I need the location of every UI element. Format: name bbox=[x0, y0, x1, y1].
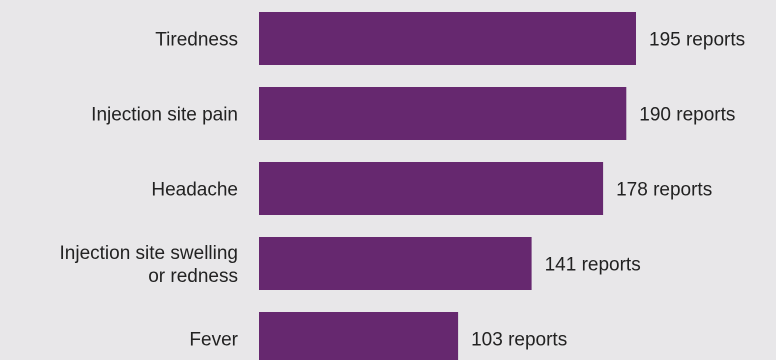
category-label-4: Fever bbox=[189, 330, 238, 351]
data-label-3: 141 reports bbox=[545, 255, 641, 276]
data-label-1: 190 reports bbox=[639, 105, 735, 126]
bar-2 bbox=[259, 162, 604, 215]
category-label-2: Headache bbox=[151, 180, 238, 201]
category-label-line: Injection site swelling bbox=[60, 243, 238, 264]
data-labels-group: 195 reports 190 reports 178 reports 141 rep… bbox=[471, 30, 745, 351]
data-label-4: 103 reports bbox=[471, 330, 567, 351]
bar-1 bbox=[259, 87, 627, 140]
bar-4 bbox=[259, 312, 459, 360]
category-label-1: Injection site pain bbox=[91, 105, 238, 126]
category-label-line: Headache bbox=[151, 180, 238, 201]
data-label-0: 195 reports bbox=[649, 30, 745, 51]
category-label-3: Injection site swelling or redness bbox=[60, 243, 238, 287]
category-label-line: or redness bbox=[148, 266, 238, 287]
data-label-2: 178 reports bbox=[616, 180, 712, 201]
category-label-line: Tiredness bbox=[155, 30, 238, 51]
bar-0 bbox=[259, 12, 636, 65]
bar-3 bbox=[259, 237, 532, 290]
category-label-0: Tiredness bbox=[155, 30, 238, 51]
bars-group bbox=[259, 12, 636, 360]
category-label-line: Fever bbox=[189, 330, 238, 351]
category-label-line: Injection site pain bbox=[91, 105, 238, 126]
category-labels-group: Tiredness Injection site pain Headache Inje… bbox=[60, 30, 239, 351]
